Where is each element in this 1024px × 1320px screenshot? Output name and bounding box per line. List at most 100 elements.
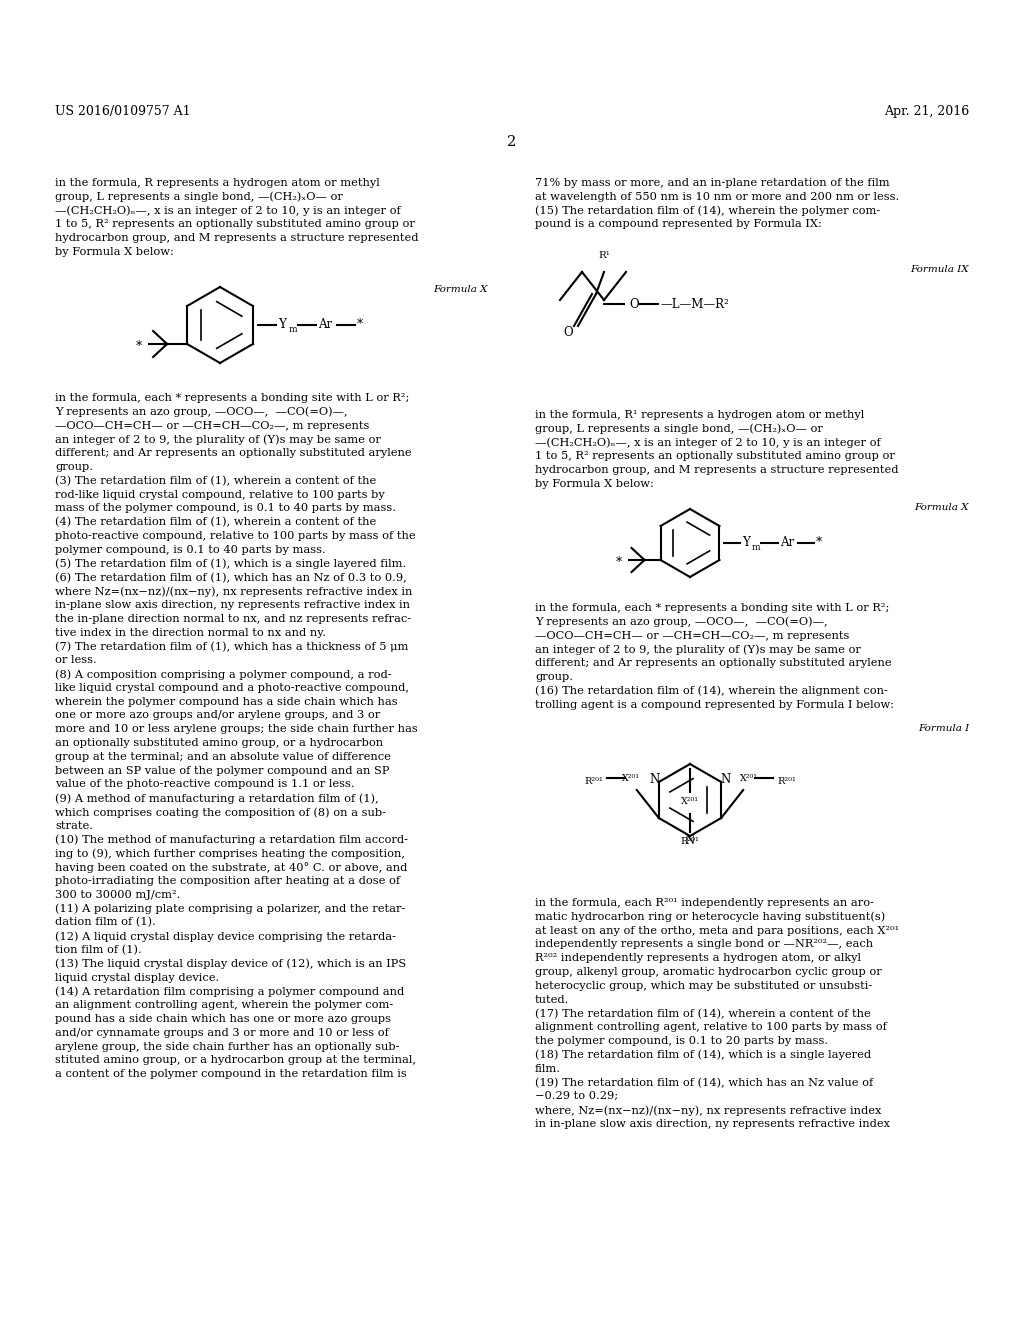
Text: (10) The method of manufacturing a retardation film accord-: (10) The method of manufacturing a retar… [55,834,408,845]
Text: stituted amino group, or a hydrocarbon group at the terminal,: stituted amino group, or a hydrocarbon g… [55,1056,416,1065]
Text: group.: group. [55,462,93,473]
Text: trolling agent is a compound represented by Formula I below:: trolling agent is a compound represented… [535,700,894,710]
Text: *: * [136,341,142,354]
Text: N: N [649,774,659,785]
Text: Formula X: Formula X [433,285,488,294]
Text: tion film of (1).: tion film of (1). [55,945,141,956]
Text: photo-reactive compound, relative to 100 parts by mass of the: photo-reactive compound, relative to 100… [55,531,416,541]
Text: dation film of (1).: dation film of (1). [55,917,156,928]
Text: ing to (9), which further comprises heating the composition,: ing to (9), which further comprises heat… [55,849,406,859]
Text: Y represents an azo group, —OCO—,  —CO(=O)—,: Y represents an azo group, —OCO—, —CO(=O… [535,616,827,627]
Text: Ar: Ar [318,318,332,330]
Text: O: O [629,297,639,310]
Text: more and 10 or less arylene groups; the side chain further has: more and 10 or less arylene groups; the … [55,725,418,734]
Text: O: O [563,326,572,338]
Text: (17) The retardation film of (14), wherein a content of the: (17) The retardation film of (14), where… [535,1008,870,1019]
Text: tive index in the direction normal to nx and ny.: tive index in the direction normal to nx… [55,627,326,638]
Text: (8) A composition comprising a polymer compound, a rod-: (8) A composition comprising a polymer c… [55,669,391,680]
Text: Y: Y [278,318,286,330]
Text: 71% by mass or more, and an in-plane retardation of the film: 71% by mass or more, and an in-plane ret… [535,178,890,187]
Text: 1 to 5, R² represents an optionally substituted amino group or: 1 to 5, R² represents an optionally subs… [535,451,895,462]
Text: having been coated on the substrate, at 40° C. or above, and: having been coated on the substrate, at … [55,862,408,873]
Text: strate.: strate. [55,821,93,830]
Text: rod-like liquid crystal compound, relative to 100 parts by: rod-like liquid crystal compound, relati… [55,490,385,499]
Text: R²⁰² independently represents a hydrogen atom, or alkyl: R²⁰² independently represents a hydrogen… [535,953,861,964]
Text: group at the terminal; and an absolute value of difference: group at the terminal; and an absolute v… [55,752,391,762]
Text: pound has a side chain which has one or more azo groups: pound has a side chain which has one or … [55,1014,391,1024]
Text: an integer of 2 to 9, the plurality of (Y)s may be same or: an integer of 2 to 9, the plurality of (… [55,434,381,445]
Text: X²⁰¹: X²⁰¹ [740,774,758,783]
Text: by Formula X below:: by Formula X below: [55,247,174,257]
Text: like liquid crystal compound and a photo-reactive compound,: like liquid crystal compound and a photo… [55,682,409,693]
Text: different; and Ar represents an optionally substituted arylene: different; and Ar represents an optional… [55,449,412,458]
Text: a content of the polymer compound in the retardation film is: a content of the polymer compound in the… [55,1069,407,1080]
Text: different; and Ar represents an optionally substituted arylene: different; and Ar represents an optional… [535,659,892,668]
Text: pound is a compound represented by Formula IX:: pound is a compound represented by Formu… [535,219,821,230]
Text: independently represents a single bond or —NR²⁰²—, each: independently represents a single bond o… [535,940,873,949]
Text: liquid crystal display device.: liquid crystal display device. [55,973,219,982]
Text: R²⁰¹: R²⁰¹ [777,776,796,785]
Text: tuted.: tuted. [535,994,569,1005]
Text: wherein the polymer compound has a side chain which has: wherein the polymer compound has a side … [55,697,397,706]
Text: in the formula, R represents a hydrogen atom or methyl: in the formula, R represents a hydrogen … [55,178,380,187]
Text: Y: Y [742,536,750,549]
Text: (14) A retardation film comprising a polymer compound and: (14) A retardation film comprising a pol… [55,986,404,997]
Text: group, alkenyl group, aromatic hydrocarbon cyclic group or: group, alkenyl group, aromatic hydrocarb… [535,968,882,977]
Text: —L—M—R²: —L—M—R² [660,297,729,310]
Text: matic hydrocarbon ring or heterocycle having substituent(s): matic hydrocarbon ring or heterocycle ha… [535,912,886,923]
Text: an alignment controlling agent, wherein the polymer com-: an alignment controlling agent, wherein … [55,1001,393,1010]
Text: photo-irradiating the composition after heating at a dose of: photo-irradiating the composition after … [55,876,400,886]
Text: (15) The retardation film of (14), wherein the polymer com-: (15) The retardation film of (14), where… [535,206,881,216]
Text: by Formula X below:: by Formula X below: [535,479,653,488]
Text: value of the photo-reactive compound is 1.1 or less.: value of the photo-reactive compound is … [55,779,354,789]
Text: m: m [289,326,298,334]
Text: X²⁰¹: X²⁰¹ [681,797,699,807]
Text: Ar: Ar [780,536,795,549]
Text: in the formula, R¹ represents a hydrogen atom or methyl: in the formula, R¹ represents a hydrogen… [535,411,864,420]
Text: arylene group, the side chain further has an optionally sub-: arylene group, the side chain further ha… [55,1041,399,1052]
Text: N: N [685,834,695,847]
Text: heterocyclic group, which may be substituted or unsubsti-: heterocyclic group, which may be substit… [535,981,872,991]
Text: R²⁰¹: R²⁰¹ [681,837,699,846]
Text: X²⁰¹: X²⁰¹ [622,774,640,783]
Text: Formula IX: Formula IX [910,265,969,275]
Text: in-plane slow axis direction, ny represents refractive index in: in-plane slow axis direction, ny represe… [55,601,410,610]
Text: where, Nz=(nx−nz)/(nx−ny), nx represents refractive index: where, Nz=(nx−nz)/(nx−ny), nx represents… [535,1105,882,1115]
Text: hydrocarbon group, and M represents a structure represented: hydrocarbon group, and M represents a st… [55,234,419,243]
Text: *: * [816,536,822,549]
Text: (13) The liquid crystal display device of (12), which is an IPS: (13) The liquid crystal display device o… [55,958,407,969]
Text: at least on any of the ortho, meta and para positions, each X²⁰¹: at least on any of the ortho, meta and p… [535,925,899,936]
Text: polymer compound, is 0.1 to 40 parts by mass.: polymer compound, is 0.1 to 40 parts by … [55,545,326,554]
Text: in the formula, each * represents a bonding site with L or R²;: in the formula, each * represents a bond… [55,393,410,403]
Text: mass of the polymer compound, is 0.1 to 40 parts by mass.: mass of the polymer compound, is 0.1 to … [55,503,396,513]
Text: N: N [720,774,731,785]
Text: hydrocarbon group, and M represents a structure represented: hydrocarbon group, and M represents a st… [535,465,898,475]
Text: (11) A polarizing plate comprising a polarizer, and the retar-: (11) A polarizing plate comprising a pol… [55,904,406,915]
Text: in the formula, each * represents a bonding site with L or R²;: in the formula, each * represents a bond… [535,603,890,612]
Text: —(CH₂CH₂O)ₙ—, x is an integer of 2 to 10, y is an integer of: —(CH₂CH₂O)ₙ—, x is an integer of 2 to 10… [55,206,400,216]
Text: m: m [752,544,761,553]
Text: an integer of 2 to 9, the plurality of (Y)s may be same or: an integer of 2 to 9, the plurality of (… [535,644,861,655]
Text: in in-plane slow axis direction, ny represents refractive index: in in-plane slow axis direction, ny repr… [535,1119,890,1129]
Text: between an SP value of the polymer compound and an SP: between an SP value of the polymer compo… [55,766,389,776]
Text: (3) The retardation film of (1), wherein a content of the: (3) The retardation film of (1), wherein… [55,475,376,486]
Text: and/or cynnamate groups and 3 or more and 10 or less of: and/or cynnamate groups and 3 or more an… [55,1028,389,1038]
Text: 2: 2 [507,135,517,149]
Text: Y represents an azo group, —OCO—,  —CO(=O)—,: Y represents an azo group, —OCO—, —CO(=O… [55,407,347,417]
Text: Formula I: Formula I [918,723,969,733]
Text: (18) The retardation film of (14), which is a single layered: (18) The retardation film of (14), which… [535,1049,871,1060]
Text: (16) The retardation film of (14), wherein the alignment con-: (16) The retardation film of (14), where… [535,686,888,697]
Text: the polymer compound, is 0.1 to 20 parts by mass.: the polymer compound, is 0.1 to 20 parts… [535,1036,828,1045]
Text: 300 to 30000 mJ/cm².: 300 to 30000 mJ/cm². [55,890,180,900]
Text: in the formula, each R²⁰¹ independently represents an aro-: in the formula, each R²⁰¹ independently … [535,898,874,908]
Text: *: * [357,318,364,330]
Text: one or more azo groups and/or arylene groups, and 3 or: one or more azo groups and/or arylene gr… [55,710,380,721]
Text: Apr. 21, 2016: Apr. 21, 2016 [884,106,969,117]
Text: (12) A liquid crystal display device comprising the retarda-: (12) A liquid crystal display device com… [55,931,396,941]
Text: 1 to 5, R² represents an optionally substituted amino group or: 1 to 5, R² represents an optionally subs… [55,219,415,230]
Text: group.: group. [535,672,573,682]
Text: group, L represents a single bond, —(CH₂)ₓO— or: group, L represents a single bond, —(CH₂… [535,424,823,434]
Text: R¹: R¹ [598,251,610,260]
Text: —(CH₂CH₂O)ₙ—, x is an integer of 2 to 10, y is an integer of: —(CH₂CH₂O)ₙ—, x is an integer of 2 to 10… [535,438,881,449]
Text: (6) The retardation film of (1), which has an Nz of 0.3 to 0.9,: (6) The retardation film of (1), which h… [55,573,407,582]
